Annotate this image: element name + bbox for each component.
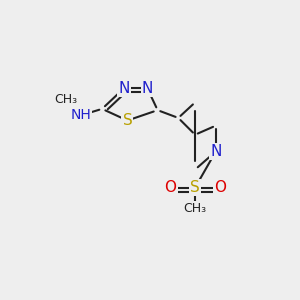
Text: O: O [214,180,226,195]
Text: N: N [210,144,221,159]
Text: NH: NH [70,108,91,122]
Text: N: N [142,81,153,96]
Text: CH₃: CH₃ [54,93,77,106]
Text: S: S [190,180,200,195]
Text: N: N [118,81,130,96]
Text: O: O [164,180,176,195]
Text: S: S [122,113,132,128]
Text: CH₃: CH₃ [184,202,207,215]
